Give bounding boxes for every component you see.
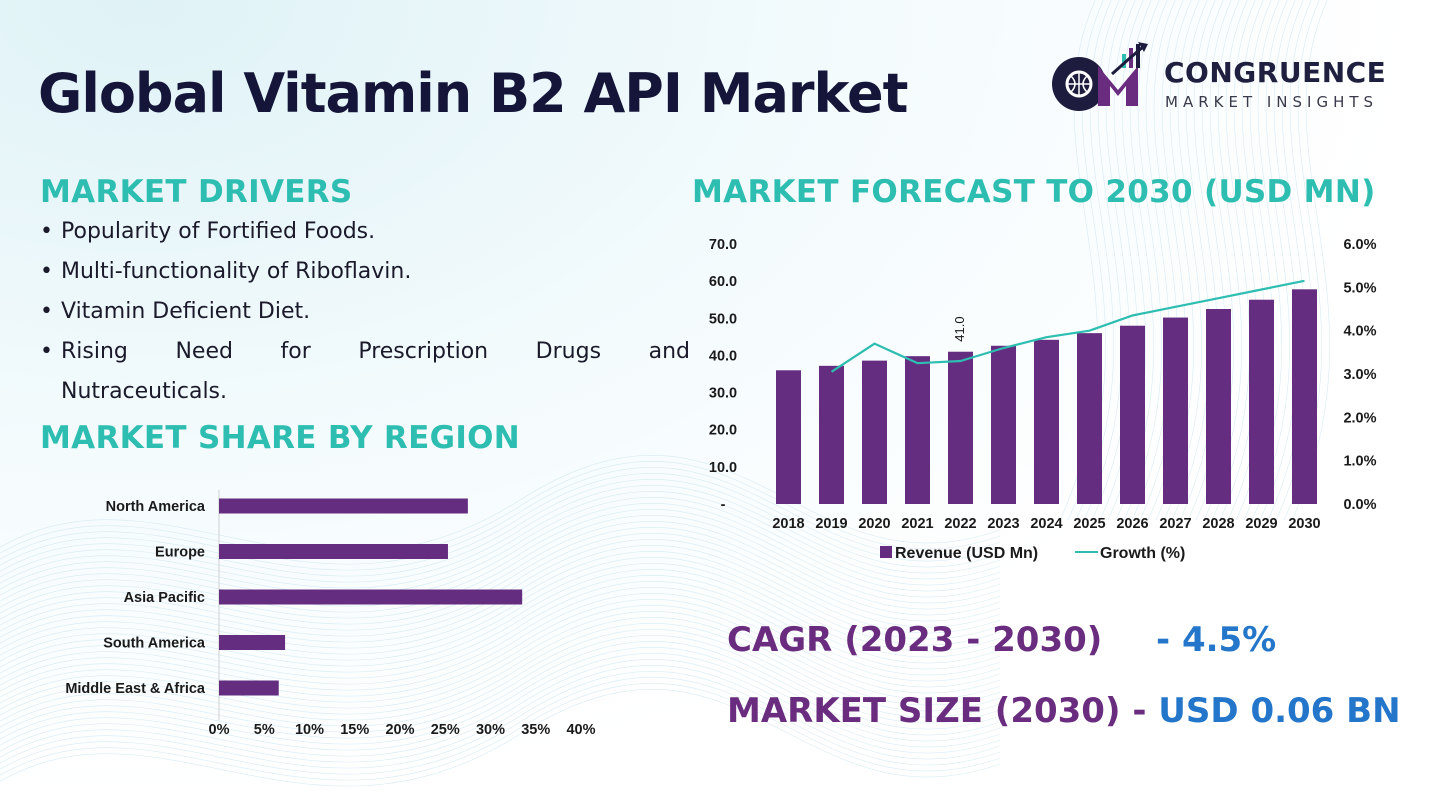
x-tick-label: 20%: [385, 722, 414, 738]
x-tick-label: 2019: [815, 516, 847, 532]
forecast-chart: - 10.0 20.0 30.0 40.0 50.0 60.0 70.0 0.0% 1.0% 2.0…: [709, 237, 1377, 562]
category-label: South America: [103, 636, 206, 652]
y-left-tick-label: 70.0: [709, 237, 737, 253]
growth-line: [830, 279, 1305, 373]
y-right-tick-label: 3.0%: [1343, 367, 1376, 383]
revenue-bar: [1292, 289, 1317, 504]
region-share-chart: North America Europe Asia Pacific South Ame…: [65, 490, 596, 738]
y-left-tick-label: 20.0: [709, 423, 737, 439]
x-tick-label: 2029: [1245, 516, 1277, 532]
revenue-bar: [948, 351, 973, 504]
x-tick-label: 30%: [476, 722, 505, 738]
driver-item: Rising Need for Prescription Drugs and: [40, 332, 690, 372]
bar: [219, 635, 286, 650]
x-tick-label: 15%: [340, 722, 369, 738]
x-tick-label: 2024: [1030, 516, 1062, 532]
y-right-tick-label: 6.0%: [1343, 237, 1376, 253]
bar: [219, 498, 468, 514]
x-tick-label: 2030: [1288, 516, 1320, 532]
revenue-bar: [862, 360, 887, 504]
x-tick-label: 35%: [521, 722, 550, 738]
y-left-tick-label: 50.0: [709, 311, 737, 327]
page-title: Global Vitamin B2 API Market: [38, 62, 908, 125]
bar: [219, 589, 523, 605]
y-left-tick-label: 30.0: [709, 386, 737, 402]
revenue-bar: [1077, 333, 1102, 504]
revenue-bar: [1163, 317, 1188, 504]
category-label: Europe: [155, 545, 205, 561]
x-tick-label: 2026: [1116, 516, 1148, 532]
x-tick-label: 2023: [987, 516, 1019, 532]
x-tick-label: 2021: [901, 516, 933, 532]
legend-label-growth: Growth (%): [1100, 545, 1185, 562]
cagr-value: - 4.5%: [1156, 620, 1277, 660]
x-tick-label: 2020: [858, 516, 890, 532]
revenue-bar: [905, 356, 930, 504]
x-tick-label: 2027: [1159, 516, 1191, 532]
driver-item-continuation: Nutraceuticals.: [61, 379, 228, 404]
market-size-label: MARKET SIZE (2030) -: [727, 691, 1147, 731]
cagr-label: CAGR (2023 - 2030): [727, 620, 1103, 660]
x-tick-label: 2022: [944, 516, 976, 532]
category-label: Middle East & Africa: [65, 681, 206, 697]
cagr-kpi: CAGR (2023 - 2030) - 4.5%: [727, 620, 1276, 660]
x-tick-label: 2018: [772, 516, 804, 532]
y-right-tick-label: 2.0%: [1343, 410, 1376, 426]
revenue-bar: [1249, 299, 1274, 504]
logo-tagline: MARKET INSIGHTS: [1165, 93, 1379, 111]
revenue-bar: [991, 345, 1016, 504]
forecast-heading: MARKET FORECAST TO 2030 (USD MN): [692, 174, 1376, 210]
category-label: Asia Pacific: [124, 590, 205, 606]
y-left-tick-label: 10.0: [709, 460, 737, 476]
x-tick-label: 10%: [295, 722, 324, 738]
drivers-list: Popularity of Fortified Foods. Multi-fun…: [40, 212, 690, 412]
category-label: North America: [106, 499, 206, 515]
x-tick-label: 5%: [254, 722, 275, 738]
y-left-tick-label: 60.0: [709, 274, 737, 290]
y-right-tick-label: 4.0%: [1343, 324, 1376, 340]
bar: [219, 680, 279, 696]
bar: [219, 544, 448, 559]
x-tick-label: 0%: [209, 722, 230, 738]
region-heading: MARKET SHARE BY REGION: [40, 420, 521, 456]
logo-wordmark: CONGRUENCE: [1164, 56, 1387, 89]
driver-item: Multi-functionality of Riboflavin.: [40, 252, 690, 292]
revenue-bar: [819, 365, 844, 504]
y-right-tick-label: 5.0%: [1343, 280, 1376, 296]
legend-swatch-revenue: [880, 546, 892, 558]
y-left-tick-label: 40.0: [709, 348, 737, 364]
revenue-bar: [1120, 325, 1145, 504]
drivers-heading: MARKET DRIVERS: [40, 174, 353, 210]
x-tick-label: 40%: [566, 722, 595, 738]
company-logo: [1052, 42, 1148, 111]
driver-item: Popularity of Fortified Foods.: [40, 212, 690, 252]
data-label: 41.0: [952, 316, 967, 341]
x-tick-label: 25%: [431, 722, 460, 738]
revenue-bar: [1034, 339, 1059, 504]
revenue-bar: [776, 370, 801, 504]
x-tick-label: 2028: [1202, 516, 1234, 532]
y-right-tick-label: 0.0%: [1343, 497, 1376, 513]
driver-item: Vitamin Deficient Diet.: [40, 292, 690, 332]
market-size-value: USD 0.06 BN: [1158, 691, 1401, 731]
legend-label-revenue: Revenue (USD Mn): [895, 545, 1038, 562]
y-right-tick-label: 1.0%: [1343, 454, 1376, 470]
revenue-bar: [1206, 309, 1231, 504]
y-left-tick-label: -: [721, 497, 726, 513]
market-size-kpi: MARKET SIZE (2030) - USD 0.06 BN: [727, 691, 1401, 731]
x-tick-label: 2025: [1073, 516, 1105, 532]
